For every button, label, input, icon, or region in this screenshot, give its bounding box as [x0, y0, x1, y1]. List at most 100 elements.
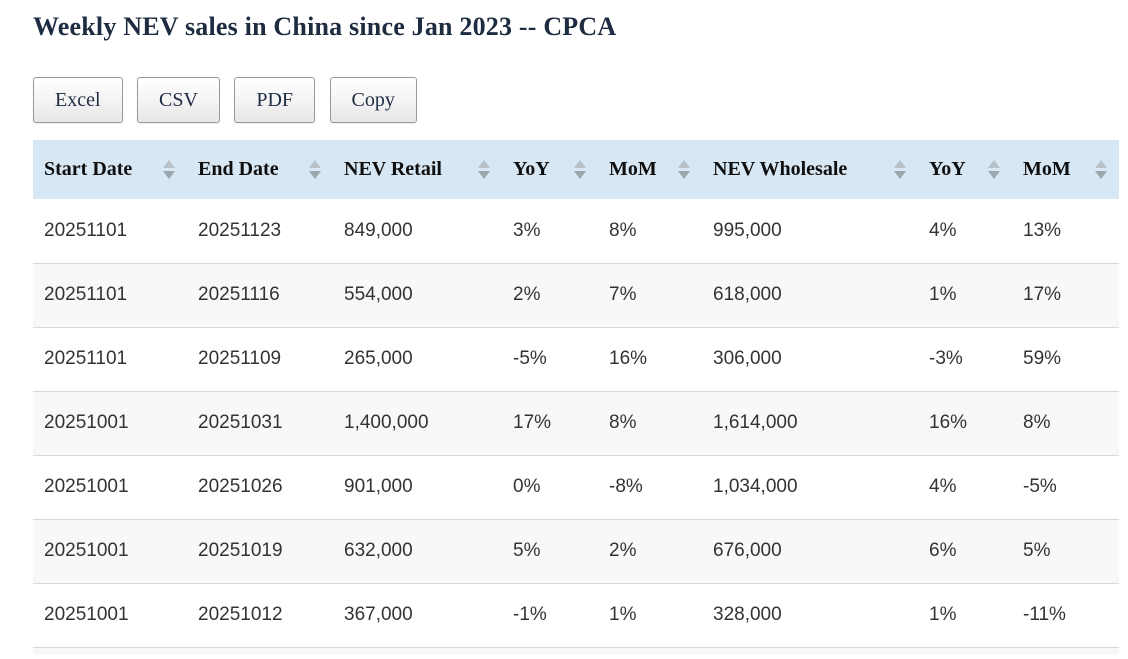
table-cell: 20251123 — [198, 219, 282, 241]
table-row: 20251001 20251012 367,000 -1% 1% 328,000 1% -11… — [33, 583, 1119, 647]
column-header-retail-yoy[interactable]: YoY — [502, 140, 598, 199]
sort-asc-icon — [478, 160, 490, 168]
sort-asc-icon — [574, 160, 586, 168]
table-cell: -3% — [929, 348, 963, 369]
table-cell: 1% — [609, 604, 637, 626]
column-label: YoY — [513, 158, 550, 180]
table-cell: 20251001 — [44, 476, 129, 497]
table-cell: 3% — [513, 219, 541, 241]
table-cell: 328,000 — [713, 604, 782, 626]
table-cell: 5% — [513, 540, 541, 561]
column-header-retail-mom[interactable]: MoM — [598, 140, 702, 199]
table-cell: 59% — [1023, 348, 1062, 369]
sort-icon — [478, 160, 490, 179]
column-header-nev-retail[interactable]: NEV Retail — [333, 140, 502, 199]
table-cell: 554,000 — [344, 284, 413, 305]
table-cell: 2% — [513, 284, 541, 305]
table-cell: 2% — [609, 540, 637, 561]
table-cell: -1% — [513, 604, 547, 626]
column-header-wholesale-yoy[interactable]: YoY — [918, 140, 1012, 199]
table-cell: -5% — [513, 348, 547, 369]
column-header-start-date[interactable]: Start Date — [33, 140, 187, 199]
table-cell: 265,000 — [344, 348, 413, 369]
export-pdf-button[interactable]: PDF — [234, 77, 316, 123]
page-title: Weekly NEV sales in China since Jan 2023… — [33, 12, 617, 41]
table-cell: 20251001 — [44, 412, 129, 433]
column-header-nev-wholesale[interactable]: NEV Wholesale — [702, 140, 918, 199]
table-row: 20251001 20251019 632,000 5% 2% 676,000 6% 5% — [33, 519, 1119, 583]
table-cell: 8% — [609, 412, 637, 433]
sort-desc-icon — [478, 171, 490, 179]
sort-desc-icon — [574, 171, 586, 179]
table-cell: 20251101 — [44, 219, 128, 241]
sort-asc-icon — [988, 160, 1000, 168]
table-row: 20251001 20251026 901,000 0% -8% 1,034,000 4% -… — [33, 455, 1119, 519]
sort-asc-icon — [678, 160, 690, 168]
column-label: End Date — [198, 158, 279, 180]
table-cell: 1,034,000 — [713, 476, 798, 497]
copy-button[interactable]: Copy — [329, 77, 417, 123]
sort-asc-icon — [163, 160, 175, 168]
nev-sales-table: Start Date End Date — [33, 140, 1119, 647]
sort-desc-icon — [678, 171, 690, 179]
sort-desc-icon — [163, 171, 175, 179]
sort-asc-icon — [894, 160, 906, 168]
export-excel-button[interactable]: Excel — [33, 77, 123, 123]
table-cell: 17% — [513, 412, 552, 433]
table-row: 20251101 20251116 554,000 2% 7% 618,000 1% 17% — [33, 263, 1119, 327]
table-cell: 1,614,000 — [713, 412, 798, 433]
table-cell: 20251031 — [198, 412, 283, 433]
table-cell: 995,000 — [713, 219, 782, 241]
table-cell: 16% — [609, 348, 648, 369]
table-cell: 20251026 — [198, 476, 283, 497]
sort-icon — [1095, 160, 1107, 179]
table-cell: 7% — [609, 284, 637, 305]
table-row: 20251101 20251109 265,000 -5% 16% 306,000 -3% 5… — [33, 327, 1119, 391]
partial-next-row — [33, 647, 1119, 655]
export-csv-button[interactable]: CSV — [136, 77, 220, 123]
table-cell: 849,000 — [344, 219, 413, 241]
sort-icon — [678, 160, 690, 179]
table-cell: 13% — [1023, 219, 1062, 241]
table-cell: 618,000 — [713, 284, 782, 305]
table-cell: 676,000 — [713, 540, 782, 561]
table-row: 20251101 20251123 849,000 3% 8% 995,000 4% 13% — [33, 199, 1119, 263]
column-label: MoM — [609, 158, 657, 180]
column-label: MoM — [1023, 158, 1071, 180]
table-cell: 20251001 — [44, 540, 129, 561]
table-cell: 8% — [609, 219, 637, 241]
table-cell: 17% — [1023, 284, 1062, 305]
table-cell: 901,000 — [344, 476, 413, 497]
table-row: 20251001 20251031 1,400,000 17% 8% 1,614,000 1… — [33, 391, 1119, 455]
table-cell: -5% — [1023, 476, 1057, 497]
table-cell: 306,000 — [713, 348, 782, 369]
table-cell: 16% — [929, 412, 968, 433]
sort-desc-icon — [1095, 171, 1107, 179]
export-toolbar: Excel CSV PDF Copy — [33, 77, 1119, 123]
column-header-wholesale-mom[interactable]: MoM — [1012, 140, 1119, 199]
table-cell: 4% — [929, 219, 957, 241]
column-label: NEV Retail — [344, 158, 442, 180]
column-label: YoY — [929, 158, 966, 180]
table-cell: 1% — [929, 604, 957, 626]
table-cell: 5% — [1023, 540, 1051, 561]
table-header: Start Date End Date — [33, 140, 1119, 199]
table-cell: 20251012 — [198, 604, 283, 626]
column-label: Start Date — [44, 158, 133, 180]
sort-asc-icon — [1095, 160, 1107, 168]
column-header-end-date[interactable]: End Date — [187, 140, 333, 199]
sort-icon — [988, 160, 1000, 179]
sort-desc-icon — [309, 171, 321, 179]
table-cell: 20251101 — [44, 348, 128, 369]
table-cell: 632,000 — [344, 540, 413, 561]
table-cell: 20251116 — [198, 284, 280, 305]
table-cell: 20251101 — [44, 284, 128, 305]
table-cell: 4% — [929, 476, 957, 497]
sort-icon — [309, 160, 321, 179]
sort-desc-icon — [988, 171, 1000, 179]
table-cell: 8% — [1023, 412, 1051, 433]
table-cell: 1,400,000 — [344, 412, 429, 433]
column-label: NEV Wholesale — [713, 158, 848, 180]
sort-icon — [894, 160, 906, 179]
